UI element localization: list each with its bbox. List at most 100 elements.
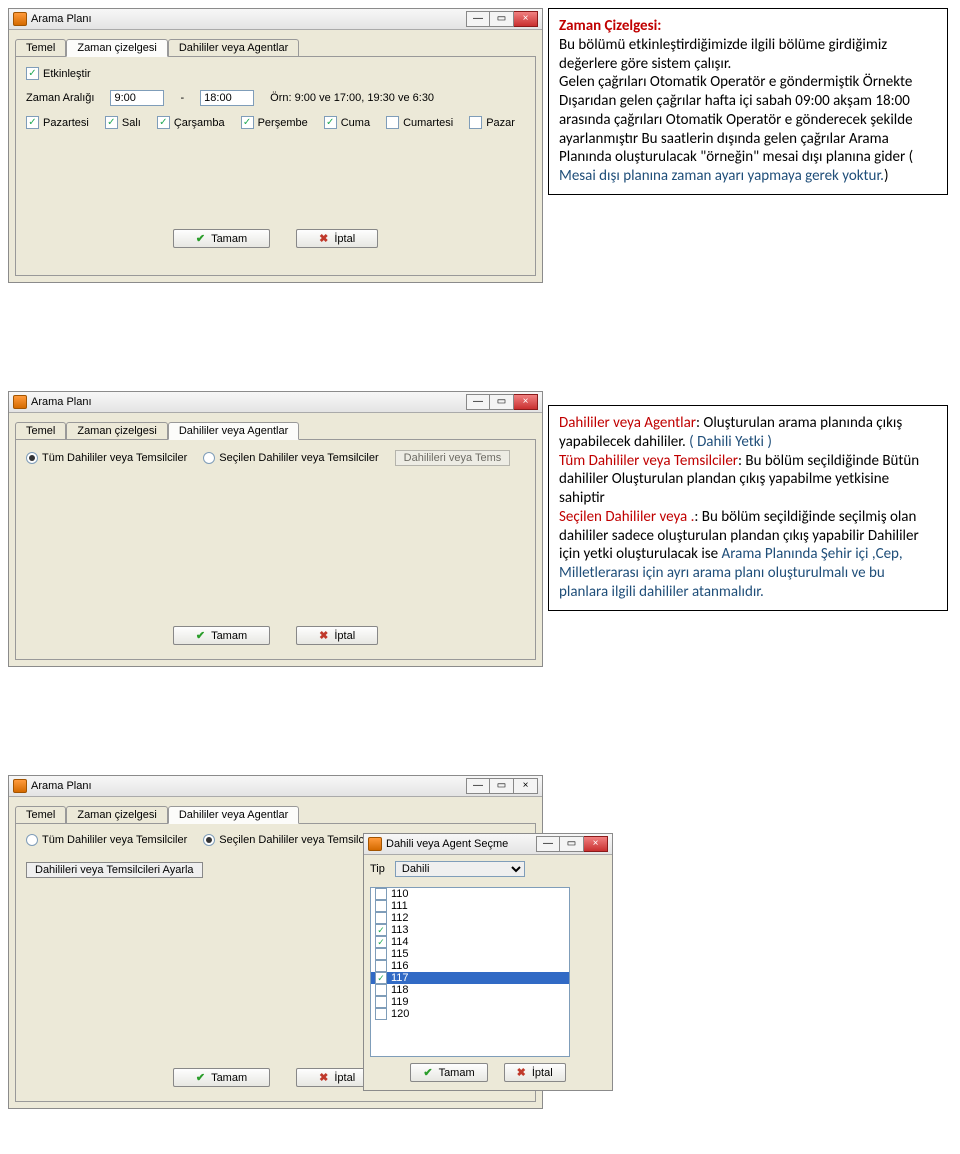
tab-temel[interactable]: Temel: [15, 806, 66, 824]
ok-button[interactable]: ✔Tamam: [173, 1068, 270, 1087]
close-button[interactable]: ×: [514, 11, 538, 27]
cross-icon: ✖: [319, 629, 328, 642]
list-item-label: 118: [391, 984, 409, 996]
checkbox-icon[interactable]: ✓: [375, 936, 387, 948]
cancel-button[interactable]: ✖İptal: [504, 1063, 566, 1082]
callout1-p2: Gelen çağrıları Otomatik Operatör e gönd…: [559, 73, 937, 186]
radio-selected[interactable]: Seçilen Dahililer veya Temsilciler: [203, 834, 378, 846]
window-arama-plani-1: Arama Planı — ▭ × Temel Zaman çizelgesi …: [8, 8, 543, 283]
list-item[interactable]: 120: [371, 1008, 569, 1020]
extension-listbox[interactable]: 110111112✓113✓114115116✓117118119120: [370, 887, 570, 1057]
tab-dahililer[interactable]: Dahililer veya Agentlar: [168, 39, 299, 57]
min-button[interactable]: —: [536, 836, 560, 852]
checkbox-icon[interactable]: [375, 984, 387, 996]
list-item[interactable]: 119: [371, 996, 569, 1008]
checkbox-icon[interactable]: [375, 900, 387, 912]
list-item[interactable]: ✓117: [371, 972, 569, 984]
list-item[interactable]: 112: [371, 912, 569, 924]
tip-select[interactable]: Dahili: [395, 861, 525, 877]
button-row: ✔Tamam ✖İptal: [26, 219, 525, 252]
list-item[interactable]: 116: [371, 960, 569, 972]
day-pazartesi[interactable]: ✓Pazartesi: [26, 116, 89, 129]
list-item-label: 111: [391, 900, 408, 912]
app-icon: [13, 779, 27, 793]
checkbox-icon[interactable]: [375, 948, 387, 960]
enable-checkbox[interactable]: ✓ Etkinleştir: [26, 67, 91, 80]
enable-label: Etkinleştir: [43, 68, 91, 80]
day-pazar[interactable]: Pazar: [469, 116, 515, 129]
tab-bar: Temel Zaman çizelgesi Dahililer veya Age…: [15, 421, 536, 439]
radio-all[interactable]: Tüm Dahililer veya Temsilciler: [26, 452, 187, 464]
close-button[interactable]: ×: [514, 394, 538, 410]
min-button[interactable]: —: [466, 394, 490, 410]
checkbox-icon[interactable]: [375, 960, 387, 972]
ok-button[interactable]: ✔Tamam: [173, 229, 270, 248]
max-button[interactable]: ▭: [490, 394, 514, 410]
close-button[interactable]: ×: [514, 778, 538, 794]
checkbox-icon[interactable]: [375, 996, 387, 1008]
time-to-input[interactable]: [200, 90, 254, 106]
callout-dahililer: Dahililer veya Agentlar: Oluşturulan ara…: [548, 405, 948, 611]
list-item[interactable]: 110: [371, 888, 569, 900]
tab-bar: Temel Zaman çizelgesi Dahililer veya Age…: [15, 805, 536, 823]
list-item[interactable]: ✓114: [371, 936, 569, 948]
checkbox-icon[interactable]: ✓: [375, 924, 387, 936]
tab-temel[interactable]: Temel: [15, 422, 66, 440]
days-row: ✓Pazartesi ✓Salı ✓Çarşamba ✓Perşembe ✓Cu…: [26, 116, 525, 129]
max-button[interactable]: ▭: [490, 11, 514, 27]
range-label: Zaman Aralığı: [26, 92, 94, 104]
day-cumartesi[interactable]: Cumartesi: [386, 116, 453, 129]
cross-icon: ✖: [319, 1071, 328, 1084]
set-extensions-button[interactable]: Dahilileri veya Temsilcileri Ayarla: [26, 862, 203, 878]
section-dahililer: Arama Planı — ▭ × Temel Zaman çizelgesi …: [8, 391, 952, 667]
radio-selected[interactable]: Seçilen Dahililer veya Temsilciler: [203, 452, 378, 464]
app-icon: [368, 837, 382, 851]
day-cuma[interactable]: ✓Cuma: [324, 116, 370, 129]
tab-dahililer[interactable]: Dahililer veya Agentlar: [168, 422, 299, 440]
list-item-label: 115: [391, 948, 409, 960]
checkbox-icon[interactable]: ✓: [375, 972, 387, 984]
tab-zaman[interactable]: Zaman çizelgesi: [66, 422, 167, 440]
close-button[interactable]: ×: [584, 836, 608, 852]
dialog-title: Dahili veya Agent Seçme: [386, 838, 508, 850]
cross-icon: ✖: [517, 1066, 526, 1079]
window-title: Arama Planı: [31, 780, 92, 792]
app-icon: [13, 12, 27, 26]
list-item[interactable]: 115: [371, 948, 569, 960]
radio-all[interactable]: Tüm Dahililer veya Temsilciler: [26, 834, 187, 846]
day-carsamba[interactable]: ✓Çarşamba: [157, 116, 225, 129]
checkbox-icon[interactable]: [375, 888, 387, 900]
list-item[interactable]: ✓ 113: [371, 924, 569, 936]
window-arama-plani-2: Arama Planı — ▭ × Temel Zaman çizelgesi …: [8, 391, 543, 667]
cancel-button[interactable]: ✖İptal: [296, 229, 378, 248]
cancel-button[interactable]: ✖İptal: [296, 626, 378, 645]
list-item-label: 110: [391, 888, 409, 900]
titlebar: Arama Planı — ▭ ×: [9, 776, 542, 797]
day-persembe[interactable]: ✓Perşembe: [241, 116, 308, 129]
check-icon: ✔: [196, 232, 205, 245]
ok-button[interactable]: ✔Tamam: [173, 626, 270, 645]
tab-panel-dahililer: Tüm Dahililer veya Temsilciler Seçilen D…: [15, 439, 536, 660]
min-button[interactable]: —: [466, 11, 490, 27]
tab-zaman[interactable]: Zaman çizelgesi: [66, 806, 167, 824]
max-button[interactable]: ▭: [490, 778, 514, 794]
ok-button[interactable]: ✔Tamam: [410, 1063, 487, 1082]
titlebar: Arama Planı — ▭ ×: [9, 392, 542, 413]
max-button[interactable]: ▭: [560, 836, 584, 852]
checkbox-icon[interactable]: [375, 1008, 387, 1020]
tab-dahililer[interactable]: Dahililer veya Agentlar: [168, 806, 299, 824]
checkbox-icon[interactable]: [375, 912, 387, 924]
time-from-input[interactable]: [110, 90, 164, 106]
callout1-p1: Bu bölümü etkinleştirdiğimizde ilgili bö…: [559, 36, 937, 74]
min-button[interactable]: —: [466, 778, 490, 794]
day-sali[interactable]: ✓Salı: [105, 116, 141, 129]
section-zaman: Arama Planı — ▭ × Temel Zaman çizelgesi …: [8, 8, 952, 283]
list-item[interactable]: 118: [371, 984, 569, 996]
list-item-label: 113: [391, 924, 409, 936]
tab-temel[interactable]: Temel: [15, 39, 66, 57]
titlebar: Dahili veya Agent Seçme — ▭ ×: [364, 834, 612, 855]
cross-icon: ✖: [319, 232, 328, 245]
dialog-dahili-secme: Dahili veya Agent Seçme — ▭ × Tip Dahili…: [363, 833, 613, 1091]
tab-zaman[interactable]: Zaman çizelgesi: [66, 39, 167, 57]
list-item[interactable]: 111: [371, 900, 569, 912]
